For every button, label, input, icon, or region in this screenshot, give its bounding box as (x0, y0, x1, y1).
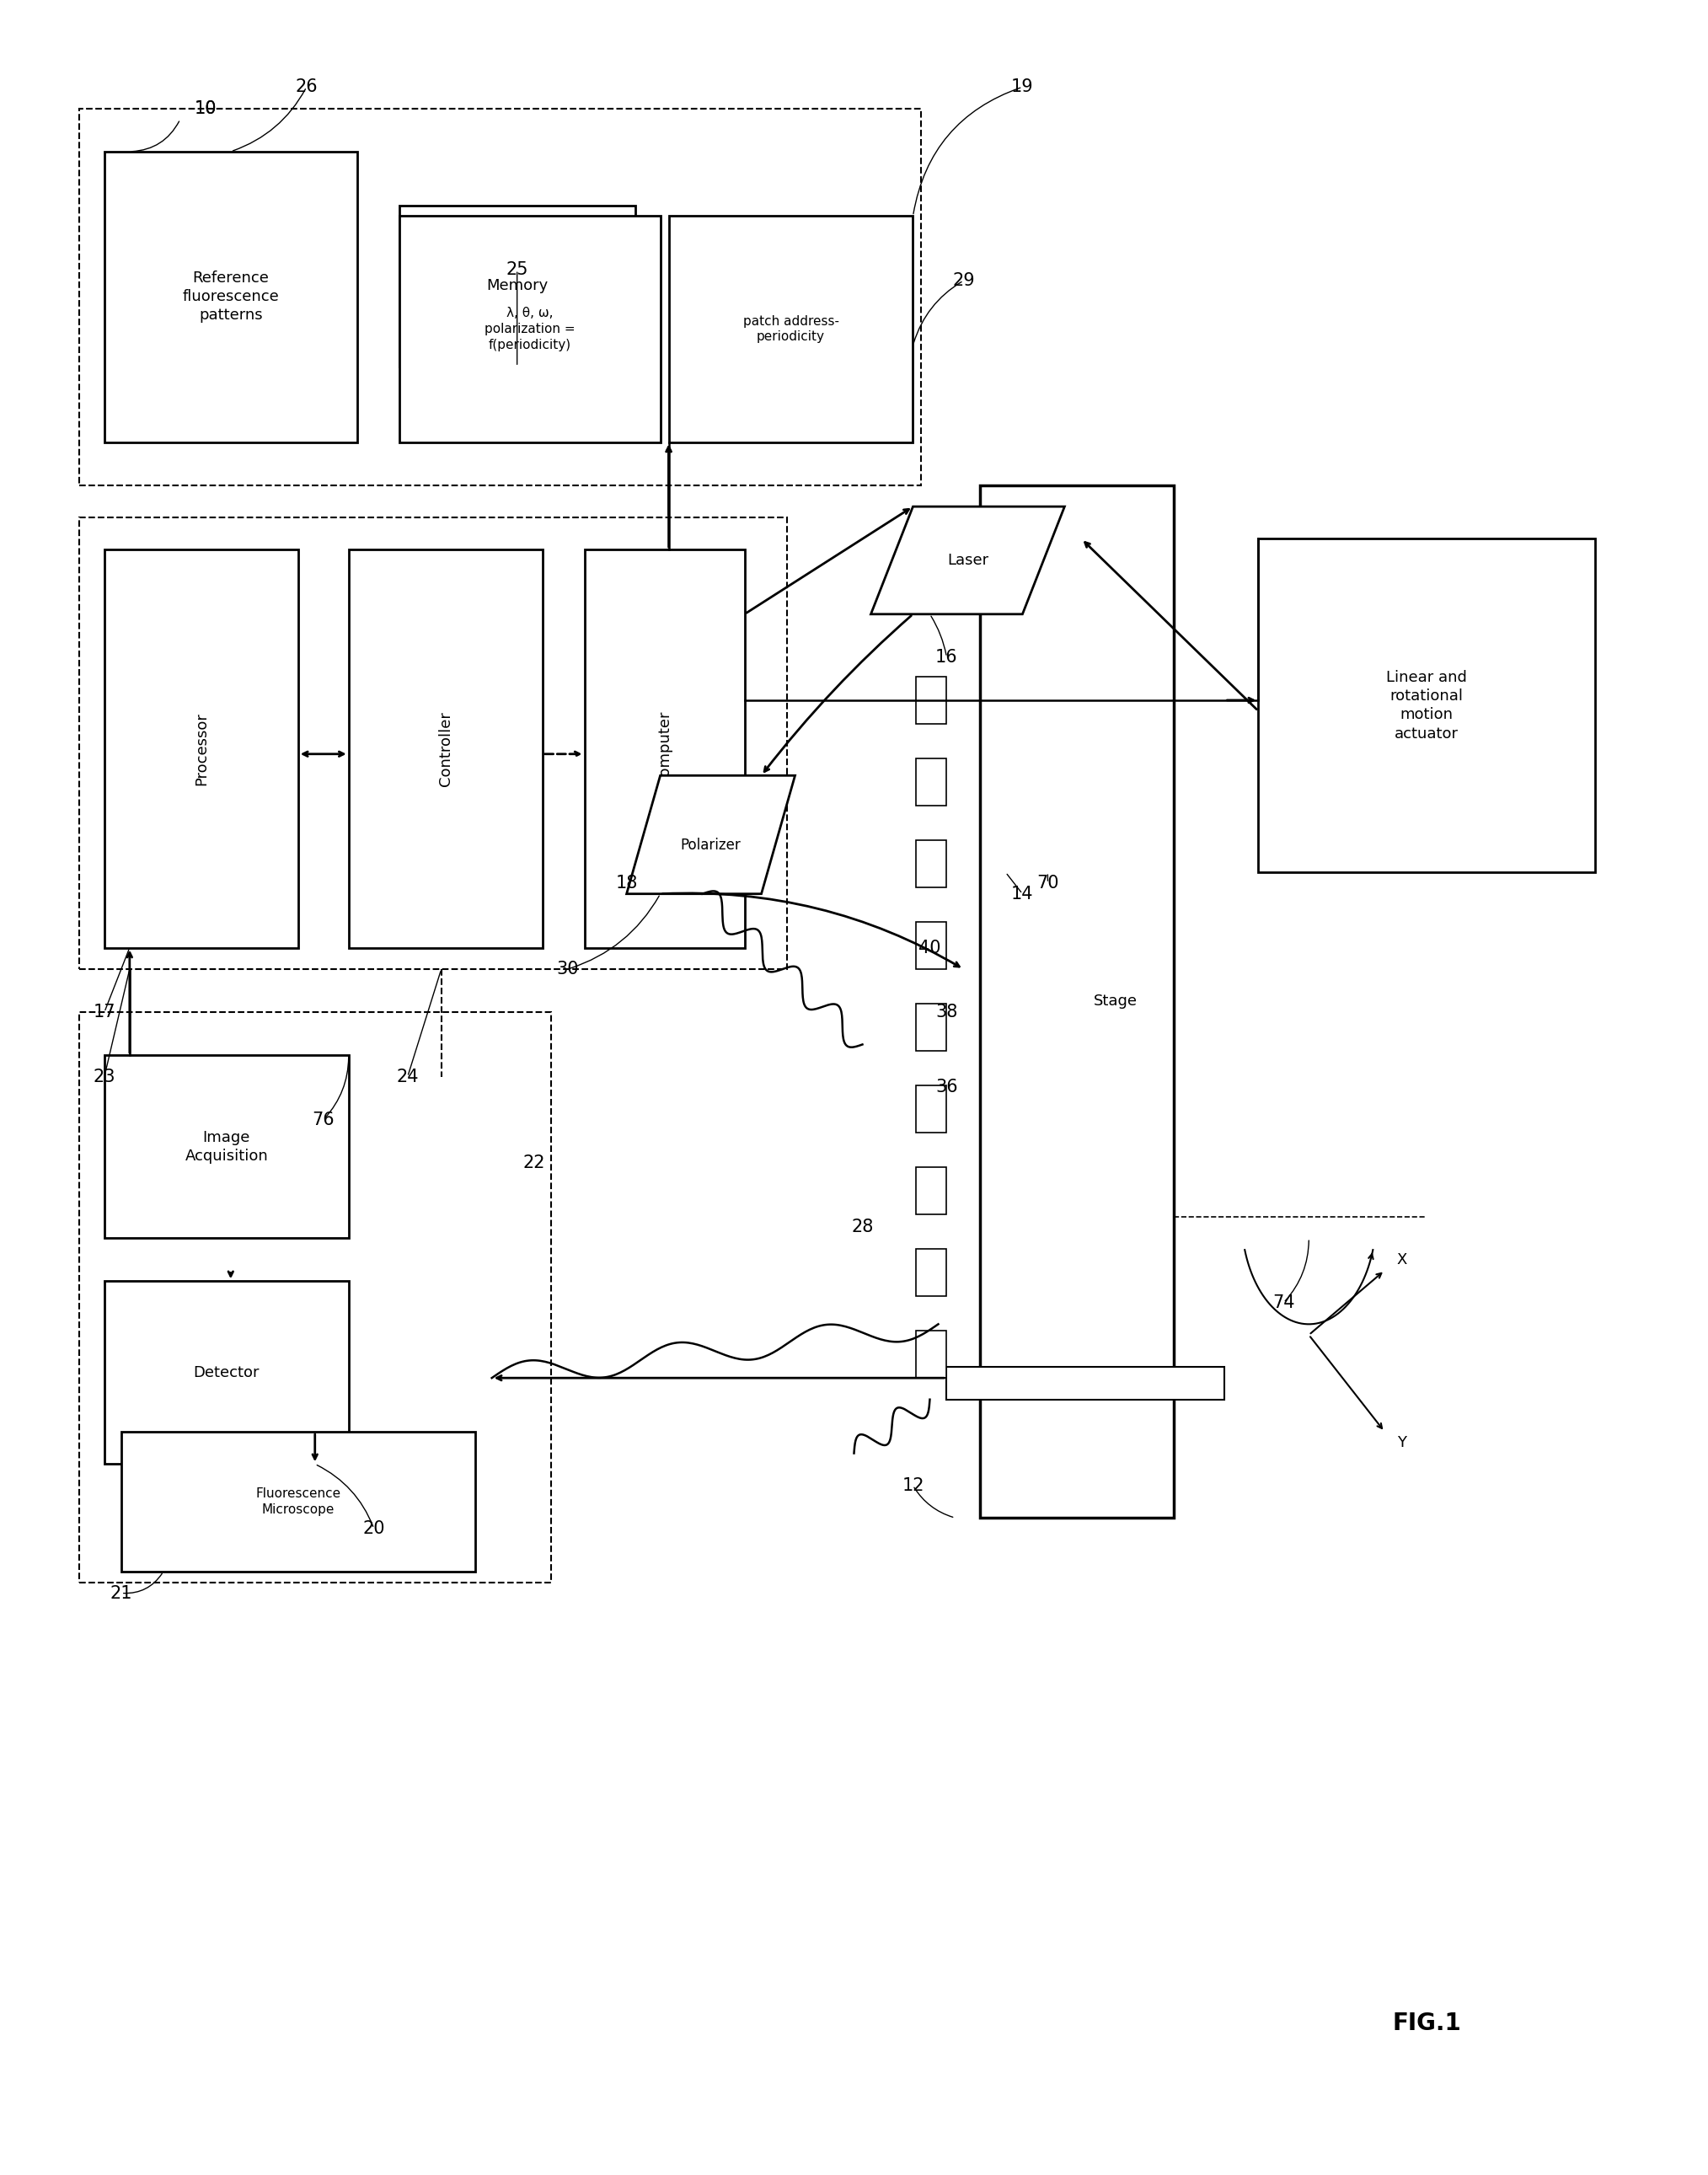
Text: Controller: Controller (437, 711, 453, 785)
Text: λ, θ, ω,
polarization =
f(periodicity): λ, θ, ω, polarization = f(periodicity) (485, 307, 576, 350)
Bar (915, 676, 946, 724)
Text: 25: 25 (506, 261, 528, 278)
Bar (584, 550, 745, 948)
Bar (79, 518, 787, 970)
Text: 23: 23 (94, 1068, 116, 1085)
Text: Memory: Memory (487, 278, 548, 294)
Bar (400, 204, 635, 368)
Text: 10: 10 (195, 100, 217, 117)
Text: 70: 70 (1037, 874, 1059, 892)
Bar (915, 922, 946, 970)
Text: 74: 74 (1272, 1294, 1295, 1312)
Bar (348, 550, 543, 948)
Bar (915, 1003, 946, 1051)
Text: 21: 21 (109, 1586, 132, 1601)
Text: Processor: Processor (193, 711, 208, 785)
Text: Computer: Computer (658, 711, 671, 787)
Text: 16: 16 (936, 648, 958, 666)
Bar (980, 485, 1173, 1518)
Text: 40: 40 (919, 940, 941, 957)
Text: 19: 19 (1011, 78, 1033, 96)
Text: 30: 30 (557, 961, 579, 977)
Text: Stage: Stage (1093, 994, 1138, 1009)
Bar (915, 1248, 946, 1296)
Bar (915, 1331, 946, 1379)
Text: Y: Y (1397, 1436, 1406, 1451)
Bar (915, 759, 946, 805)
Text: 28: 28 (851, 1218, 873, 1235)
Bar (915, 1168, 946, 1214)
Bar (946, 1368, 1225, 1399)
Text: 22: 22 (523, 1155, 545, 1170)
Text: 20: 20 (362, 1520, 384, 1538)
Text: patch address-
periodicity: patch address- periodicity (743, 315, 839, 344)
Text: Image
Acquisition: Image Acquisition (184, 1129, 268, 1164)
Bar (121, 1431, 475, 1573)
Bar (1259, 539, 1595, 872)
Text: 12: 12 (902, 1477, 924, 1494)
Text: 26: 26 (295, 78, 318, 96)
Bar (79, 109, 921, 485)
Text: 18: 18 (615, 874, 637, 892)
Polygon shape (871, 507, 1064, 613)
Text: 24: 24 (396, 1068, 418, 1085)
Text: 17: 17 (94, 1005, 116, 1020)
Text: 10: 10 (195, 100, 217, 117)
Text: Reference
fluorescence
patterns: Reference fluorescence patterns (183, 270, 278, 324)
Bar (104, 1281, 348, 1464)
Bar (400, 215, 661, 442)
Bar (915, 1085, 946, 1133)
Bar (915, 840, 946, 887)
Text: 29: 29 (953, 272, 975, 289)
Polygon shape (627, 776, 794, 894)
Bar (670, 215, 914, 442)
Bar (104, 152, 357, 442)
Text: 76: 76 (313, 1111, 335, 1129)
Text: Linear and
rotational
motion
actuator: Linear and rotational motion actuator (1387, 670, 1467, 742)
Text: 36: 36 (936, 1079, 958, 1096)
Text: 14: 14 (1011, 885, 1033, 903)
Text: FIG.1: FIG.1 (1392, 2012, 1462, 2036)
Text: X: X (1395, 1253, 1407, 1268)
Bar (104, 1055, 348, 1238)
Text: Polarizer: Polarizer (680, 837, 741, 853)
Bar (79, 1011, 550, 1583)
Text: Laser: Laser (946, 552, 989, 568)
Text: Fluorescence
Microscope: Fluorescence Microscope (256, 1488, 340, 1516)
Bar (104, 550, 299, 948)
Text: Detector: Detector (193, 1366, 260, 1381)
Text: 38: 38 (936, 1005, 958, 1020)
